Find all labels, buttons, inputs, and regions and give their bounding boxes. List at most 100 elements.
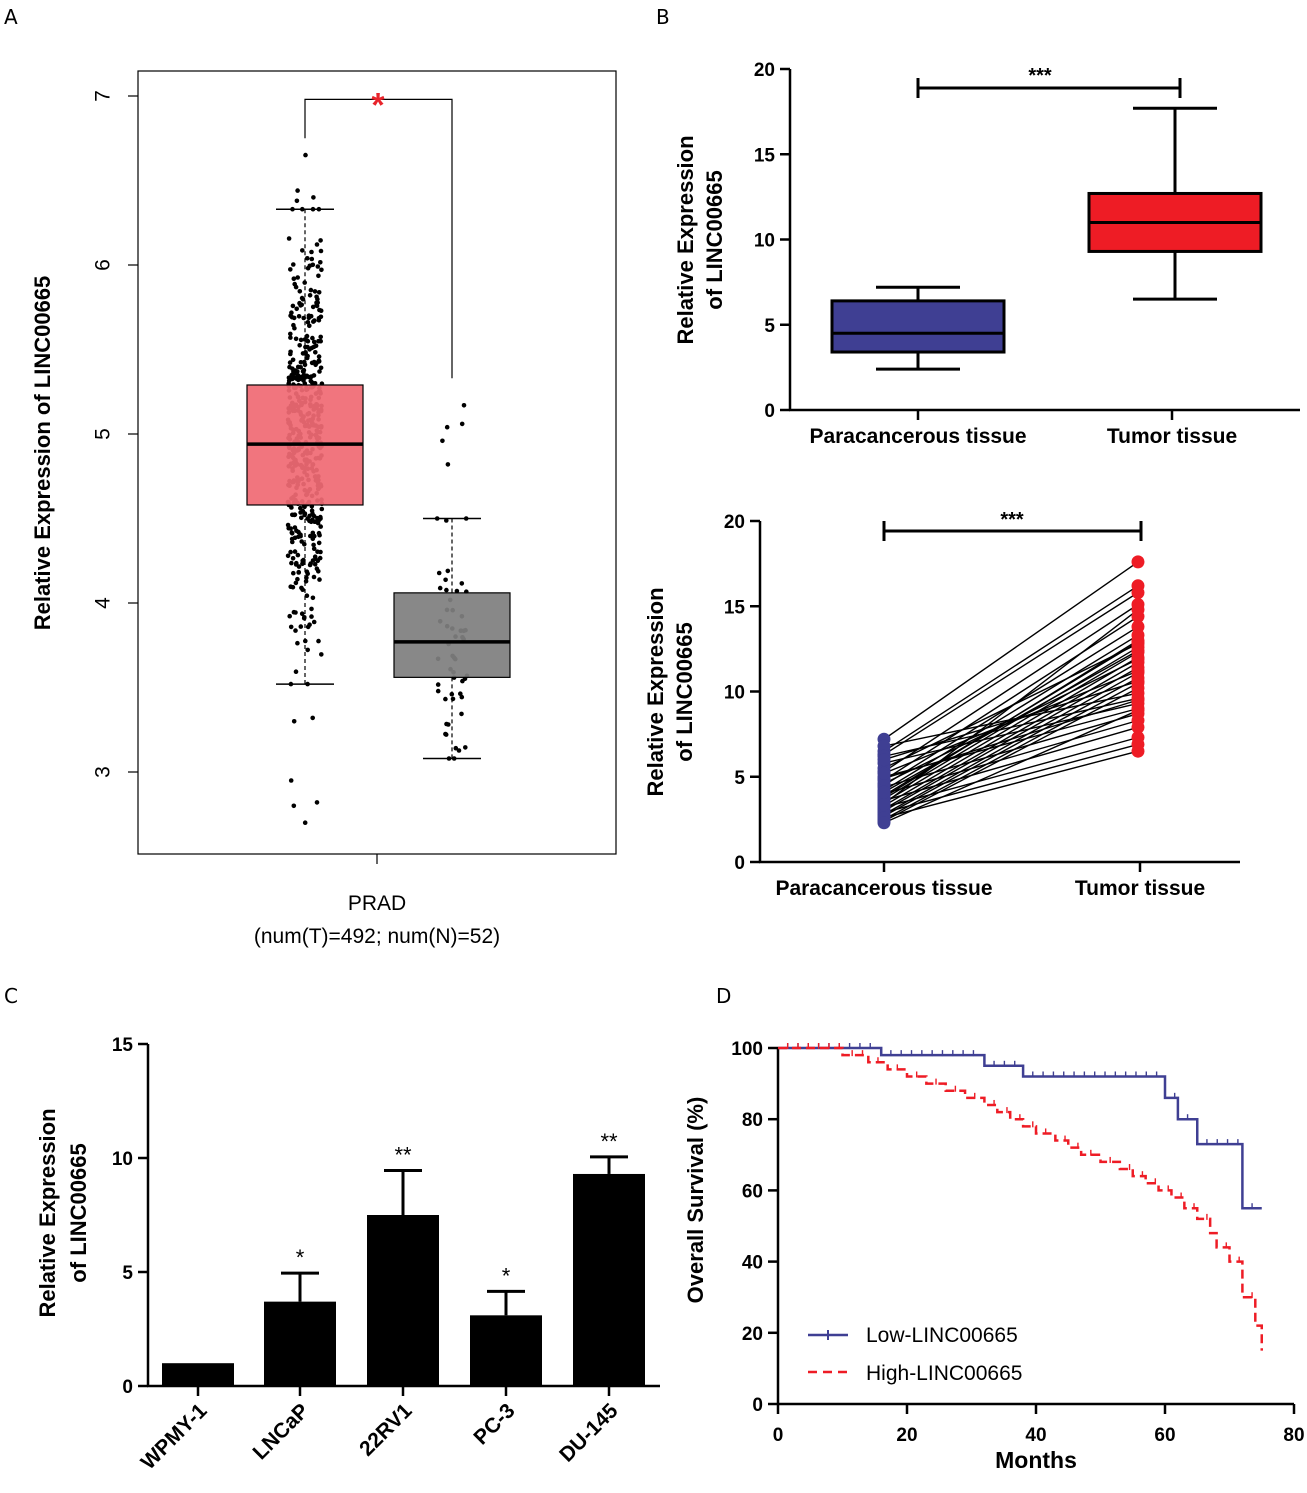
chart-a-outlier bbox=[445, 462, 451, 467]
chart-b-bottom-pair-line bbox=[883, 677, 1139, 817]
chart-a-point bbox=[286, 375, 292, 381]
chart-a-y-axis: 3 4 5 6 7 bbox=[92, 90, 138, 778]
chart-b-top-axes: 0 5 10 15 20 bbox=[754, 60, 1300, 422]
chart-a-point bbox=[313, 343, 319, 349]
chart-a-xlabel-counts: (num(T)=492; num(N)=52) bbox=[254, 925, 500, 948]
chart-a-point bbox=[311, 373, 317, 378]
chart-a-point bbox=[298, 374, 304, 380]
chart-a-point bbox=[300, 297, 306, 302]
chart-d-ytick-label: 100 bbox=[731, 1039, 763, 1060]
chart-a-point bbox=[291, 262, 296, 267]
chart-b-top-box bbox=[830, 299, 1006, 354]
chart-a-point bbox=[285, 522, 291, 528]
chart-a-point bbox=[459, 694, 465, 700]
chart-a-point bbox=[444, 518, 449, 523]
chart-a-outlier bbox=[311, 195, 316, 200]
chart-a-point bbox=[456, 748, 462, 753]
chart-a-point bbox=[318, 524, 324, 529]
chart-b-top-category-1: Paracancerous tissue bbox=[809, 425, 1026, 448]
chart-a-point bbox=[317, 577, 322, 582]
chart-a-point bbox=[288, 526, 294, 531]
chart-a-point bbox=[302, 359, 307, 365]
chart-a-point bbox=[298, 624, 304, 629]
chart-a-point bbox=[297, 289, 303, 294]
chart-a-point bbox=[311, 574, 317, 580]
chart-a-point bbox=[289, 310, 294, 316]
chart-a-point bbox=[299, 515, 304, 521]
chart-b-bottom-pair-line bbox=[883, 719, 1139, 795]
chart-a-point bbox=[308, 519, 314, 525]
chart-a-point bbox=[294, 306, 300, 312]
chart-a-point bbox=[298, 505, 303, 511]
chart-c-category-label: PC-3 bbox=[469, 1399, 519, 1449]
chart-a-point bbox=[305, 255, 310, 261]
chart-c-categories: WPMY-1 LNCaP 22RV1 PC-3 DU-145 bbox=[137, 1399, 623, 1474]
chart-a-point bbox=[307, 323, 312, 329]
chart-a-point bbox=[319, 267, 324, 273]
chart-b-bottom-para-point bbox=[877, 739, 891, 753]
chart-d-low-curve bbox=[778, 1046, 1262, 1210]
chart-b-bottom-tumor-point bbox=[1131, 744, 1145, 758]
chart-a-point bbox=[316, 290, 322, 295]
panel-label-c: C bbox=[4, 984, 18, 1008]
chart-b-bottom-pair-line bbox=[883, 585, 1139, 752]
chart-b-bottom-ylabel-2: of LINC00665 bbox=[672, 622, 697, 761]
chart-a-point bbox=[313, 350, 318, 355]
chart-a-ytick-label: 6 bbox=[92, 259, 115, 271]
chart-a-point bbox=[297, 343, 303, 348]
chart-a-point bbox=[292, 375, 298, 380]
chart-a-point bbox=[309, 606, 314, 612]
chart-b-bottom-pair-line bbox=[883, 649, 1139, 793]
chart-a-point bbox=[288, 331, 293, 337]
chart-a-point bbox=[453, 745, 459, 751]
chart-a-point bbox=[295, 576, 300, 582]
chart-a-outlier bbox=[291, 803, 297, 809]
chart-d-xtick-label: 60 bbox=[1154, 1425, 1175, 1446]
chart-b-bottom-ytick-label: 15 bbox=[724, 597, 746, 618]
chart-b-bottom-axes: 0 5 10 15 20 bbox=[724, 512, 1240, 874]
chart-b-bottom-tumor-point bbox=[1131, 586, 1145, 600]
chart-a-point bbox=[437, 585, 443, 591]
chart-a-point bbox=[311, 619, 317, 625]
chart-a-point bbox=[318, 334, 324, 340]
chart-a-point bbox=[298, 337, 304, 343]
chart-a-xlabel: PRAD bbox=[348, 892, 406, 915]
chart-a-point bbox=[316, 638, 321, 644]
chart-c-significance-label: * bbox=[296, 1245, 305, 1270]
chart-c-significance-label: ** bbox=[600, 1129, 618, 1154]
chart-a-ytick-label: 4 bbox=[92, 597, 115, 609]
chart-a-outlier bbox=[303, 152, 308, 158]
chart-b-bottom-para-point bbox=[877, 766, 891, 780]
chart-b-bottom-tumor-point bbox=[1131, 674, 1145, 688]
panel-label-b: B bbox=[656, 5, 670, 29]
chart-a-point bbox=[295, 275, 301, 280]
chart-c-ytick-label: 5 bbox=[122, 1263, 133, 1284]
legend-low-label: Low-LINC00665 bbox=[866, 1324, 1018, 1347]
chart-b-top-significance: *** bbox=[916, 65, 1182, 98]
chart-a-point bbox=[305, 320, 311, 325]
chart-d-xtick-label: 20 bbox=[896, 1425, 917, 1446]
chart-b-top-boxes bbox=[830, 106, 1263, 371]
chart-b-bottom-pair-line bbox=[883, 682, 1139, 821]
chart-b-bottom-pair-line bbox=[883, 672, 1139, 815]
chart-b-bottom-pair-line bbox=[883, 646, 1139, 800]
chart-a-point bbox=[309, 256, 315, 262]
chart-a-point bbox=[435, 688, 441, 694]
chart-c-ylabel-1: Relative Expression bbox=[35, 1108, 60, 1317]
chart-b-bottom-pair-line bbox=[883, 713, 1139, 788]
chart-a-point bbox=[305, 571, 311, 576]
chart-a-point bbox=[295, 364, 301, 370]
chart-a-point bbox=[317, 369, 322, 374]
panel-label-d: D bbox=[716, 984, 731, 1008]
chart-a-point bbox=[288, 549, 293, 555]
chart-a-point bbox=[316, 354, 322, 359]
chart-a-point bbox=[444, 721, 449, 727]
chart-a-point bbox=[319, 652, 324, 657]
chart-b-bottom-pair-line bbox=[883, 743, 1139, 814]
chart-a-point bbox=[435, 682, 441, 687]
chart-a-point bbox=[291, 570, 296, 576]
chart-a-point bbox=[443, 696, 448, 702]
chart-a-point bbox=[293, 580, 299, 586]
chart-a-point bbox=[290, 366, 295, 372]
